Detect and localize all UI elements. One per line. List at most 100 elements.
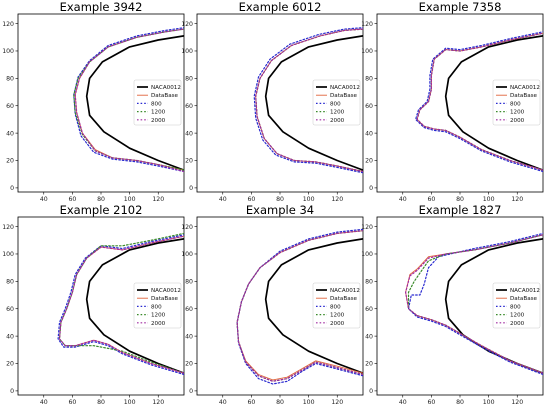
legend-label: DataBase: [330, 296, 358, 302]
x-tick-label: 120: [331, 399, 343, 406]
legend-label: DataBase: [510, 93, 538, 99]
y-tick-label: 80: [185, 279, 193, 286]
series-line-naca0012: [444, 238, 543, 374]
legend-label: 800: [330, 304, 341, 310]
series-group: [73, 27, 184, 173]
y-tick-label: 80: [365, 76, 373, 83]
y-tick-label: 60: [365, 306, 373, 313]
y-tick-label: 100: [181, 251, 193, 258]
y-tick-label: 0: [369, 185, 373, 192]
y-tick-label: 100: [2, 251, 14, 258]
series-line-800: [253, 27, 363, 174]
legend-label: NACA0012: [330, 288, 360, 294]
x-tick-label: 80: [276, 196, 284, 203]
x-tick-label: 120: [511, 196, 523, 203]
series-group: [57, 232, 184, 376]
series-line-800: [57, 234, 184, 376]
legend-label: 800: [151, 304, 162, 310]
legend-label: NACA0012: [510, 85, 540, 91]
y-tick-label: 20: [365, 158, 373, 165]
y-tick-label: 0: [189, 388, 193, 395]
x-tick-label: 60: [68, 196, 76, 203]
panel-title: Example 7358: [419, 0, 502, 14]
y-tick-label: 100: [181, 48, 193, 55]
series-line-2000: [255, 28, 363, 173]
x-tick-label: 120: [331, 196, 343, 203]
x-tick-label: 100: [483, 399, 495, 406]
panel-title: Example 6012: [239, 0, 322, 14]
x-tick-label: 80: [456, 399, 464, 406]
y-tick-label: 40: [365, 333, 373, 340]
series-group: [236, 228, 363, 385]
legend-label: 800: [510, 304, 521, 310]
legend-label: 2000: [510, 118, 525, 124]
series-line-naca0012: [264, 35, 363, 171]
y-tick-label: 80: [185, 76, 193, 83]
legend-box: [492, 282, 541, 329]
x-tick-label: 40: [399, 399, 407, 406]
series-group: [415, 31, 543, 173]
x-tick-label: 80: [276, 399, 284, 406]
x-tick-label: 100: [124, 399, 136, 406]
legend-label: 1200: [330, 313, 345, 319]
y-tick-label: 100: [361, 251, 373, 258]
series-line-2000: [58, 235, 184, 374]
x-tick-label: 60: [427, 399, 435, 406]
legend-label: 800: [151, 101, 162, 107]
series-line-800: [415, 31, 543, 173]
legend-label: DataBase: [151, 93, 179, 99]
legend-label: NACA0012: [330, 85, 360, 91]
y-tick-label: 120: [361, 21, 373, 28]
legend-box: [312, 282, 361, 329]
y-tick-label: 40: [365, 130, 373, 137]
y-tick-label: 60: [6, 103, 14, 110]
y-tick-label: 40: [6, 333, 14, 340]
y-tick-label: 120: [361, 224, 373, 231]
legend-box: [492, 79, 541, 126]
y-tick-label: 120: [181, 224, 193, 231]
panel-title: Example 1827: [419, 203, 502, 217]
series-line-2000: [74, 28, 184, 173]
y-tick-label: 120: [2, 21, 14, 28]
x-tick-label: 40: [40, 196, 48, 203]
series-line-naca0012: [85, 35, 184, 171]
legend: NACA0012 DataBase 800 1200 2000: [312, 79, 361, 126]
legend: NACA0012 DataBase 800 1200 2000: [312, 282, 361, 329]
y-tick-label: 120: [2, 224, 14, 231]
x-tick-label: 40: [399, 196, 407, 203]
y-tick-label: 40: [185, 130, 193, 137]
x-tick-label: 120: [511, 399, 523, 406]
y-tick-label: 60: [365, 103, 373, 110]
y-tick-label: 100: [361, 48, 373, 55]
x-tick-label: 40: [219, 399, 227, 406]
legend-label: 2000: [330, 321, 345, 327]
legend-label: 800: [330, 101, 341, 107]
legend-label: DataBase: [510, 296, 538, 302]
y-tick-label: 80: [6, 279, 14, 286]
series-line-naca0012: [85, 238, 184, 374]
legend-label: 1200: [510, 313, 525, 319]
y-tick-label: 40: [185, 333, 193, 340]
series-group: [253, 27, 363, 174]
legend-box: [312, 79, 361, 126]
legend-label: DataBase: [151, 296, 179, 302]
legend-label: NACA0012: [151, 288, 181, 294]
legend-label: 1200: [510, 110, 525, 116]
x-tick-label: 80: [97, 399, 105, 406]
y-tick-label: 0: [10, 185, 14, 192]
series-line-800: [236, 228, 363, 385]
x-tick-label: 100: [483, 196, 495, 203]
legend: NACA0012 DataBase 800 1200 2000: [133, 79, 182, 126]
y-tick-label: 20: [6, 158, 14, 165]
x-tick-label: 120: [152, 399, 164, 406]
y-tick-label: 60: [6, 306, 14, 313]
x-tick-label: 120: [152, 196, 164, 203]
series-line-naca0012: [264, 238, 363, 374]
legend-label: 2000: [151, 321, 166, 327]
x-tick-label: 40: [219, 196, 227, 203]
panel-title: Example 3942: [60, 0, 143, 14]
